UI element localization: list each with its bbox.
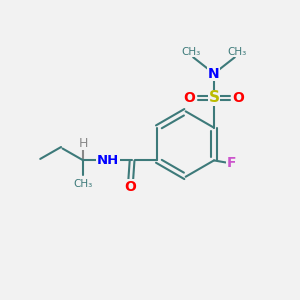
Text: H: H bbox=[79, 137, 88, 150]
Text: N: N bbox=[208, 67, 220, 81]
Text: CH₃: CH₃ bbox=[227, 47, 247, 57]
Text: O: O bbox=[183, 91, 195, 105]
Text: NH: NH bbox=[97, 154, 119, 167]
Text: CH₃: CH₃ bbox=[181, 47, 200, 57]
Text: O: O bbox=[125, 180, 136, 194]
Text: CH₃: CH₃ bbox=[74, 179, 93, 189]
Text: S: S bbox=[208, 91, 220, 106]
Text: F: F bbox=[227, 156, 237, 170]
Text: O: O bbox=[233, 91, 244, 105]
